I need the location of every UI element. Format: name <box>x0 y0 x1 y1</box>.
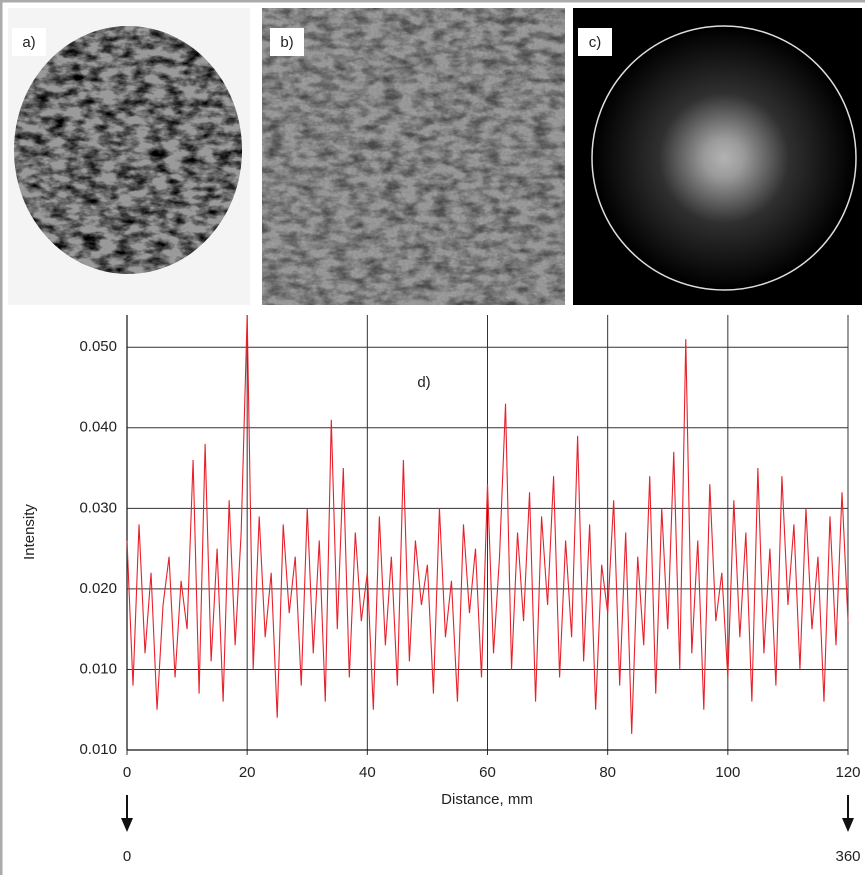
panel-label: c) <box>589 34 602 51</box>
end-label: 360 <box>835 848 860 865</box>
arrow-head <box>842 818 854 832</box>
disc-texture <box>14 26 242 274</box>
y-axis-label: Intensity <box>21 504 38 560</box>
panel-b-fibers <box>262 8 565 305</box>
y-tick-label: 0.030 <box>79 499 117 516</box>
y-tick-label: 0.020 <box>79 580 117 597</box>
y-tick-label: 0.010 <box>79 660 117 677</box>
panel-label: a) <box>22 34 35 51</box>
data-line <box>126 314 849 734</box>
y-tick-label: 0.010 <box>79 741 117 758</box>
spectrum-ring <box>591 25 857 291</box>
x-tick-label: 80 <box>599 764 616 781</box>
x-tick-label: 0 <box>123 764 131 781</box>
x-tick-label: 20 <box>239 764 256 781</box>
x-tick-label: 40 <box>359 764 376 781</box>
y-tick-label: 0.050 <box>79 338 117 355</box>
y-tick-label: 0.040 <box>79 419 117 436</box>
label-box <box>12 28 46 56</box>
annotation: d) <box>417 374 430 391</box>
label-box <box>578 28 612 56</box>
arrow-head <box>121 818 133 832</box>
spectrum-glow <box>594 28 854 288</box>
panel-label: b) <box>280 34 293 51</box>
label-box <box>270 28 304 56</box>
end-label: 0 <box>123 848 131 865</box>
x-tick-label: 100 <box>715 764 740 781</box>
x-tick-label: 60 <box>479 764 496 781</box>
x-tick-label: 120 <box>835 764 860 781</box>
x-axis-label: Distance, mm <box>441 791 533 808</box>
